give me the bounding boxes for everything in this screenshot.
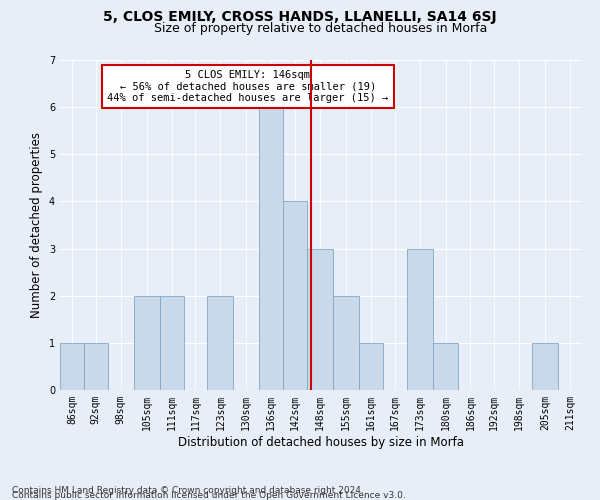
Bar xyxy=(134,296,160,390)
Text: 5, CLOS EMILY, CROSS HANDS, LLANELLI, SA14 6SJ: 5, CLOS EMILY, CROSS HANDS, LLANELLI, SA… xyxy=(103,10,497,24)
Bar xyxy=(160,296,184,390)
Bar xyxy=(433,343,458,390)
Title: Size of property relative to detached houses in Morfa: Size of property relative to detached ho… xyxy=(154,22,488,35)
Bar xyxy=(60,343,84,390)
Bar xyxy=(407,248,433,390)
Text: 5 CLOS EMILY: 146sqm
← 56% of detached houses are smaller (19)
44% of semi-detac: 5 CLOS EMILY: 146sqm ← 56% of detached h… xyxy=(107,70,389,103)
Bar xyxy=(84,343,108,390)
Bar xyxy=(359,343,383,390)
Text: Contains HM Land Registry data © Crown copyright and database right 2024.: Contains HM Land Registry data © Crown c… xyxy=(12,486,364,495)
Bar xyxy=(283,202,307,390)
Text: Contains public sector information licensed under the Open Government Licence v3: Contains public sector information licen… xyxy=(12,491,406,500)
Bar xyxy=(532,343,558,390)
Bar xyxy=(333,296,359,390)
Y-axis label: Number of detached properties: Number of detached properties xyxy=(31,132,43,318)
X-axis label: Distribution of detached houses by size in Morfa: Distribution of detached houses by size … xyxy=(178,436,464,448)
Bar xyxy=(208,296,233,390)
Bar xyxy=(259,107,283,390)
Bar xyxy=(307,248,333,390)
